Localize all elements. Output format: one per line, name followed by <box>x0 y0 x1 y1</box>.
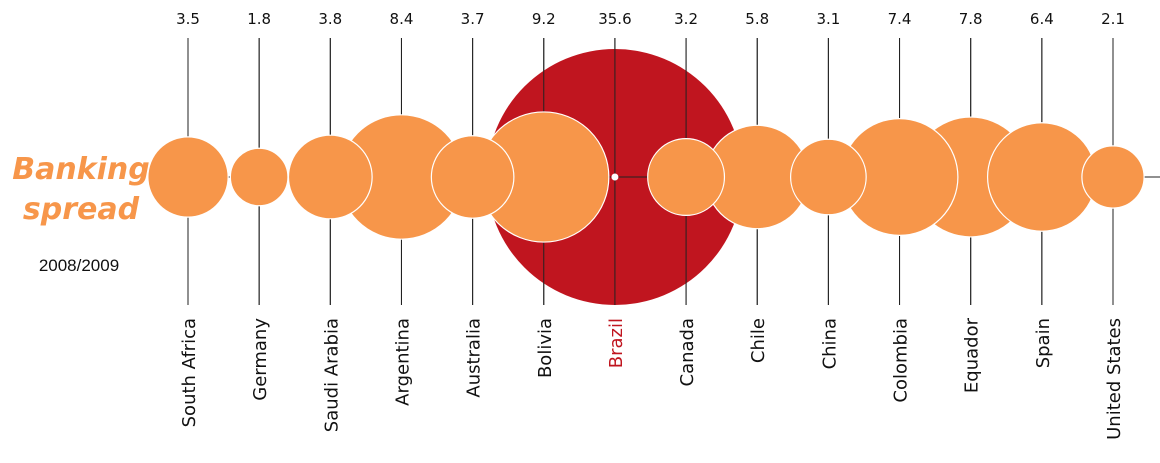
category-label-equador: Equador <box>962 317 983 393</box>
bubble-germany <box>229 147 289 207</box>
value-label-colombia: 7.4 <box>888 10 912 28</box>
value-label-china: 3.1 <box>816 10 840 28</box>
bubble-center-brazil <box>611 173 619 181</box>
category-label-united-states: United States <box>1104 318 1125 440</box>
category-label-colombia: Colombia <box>891 318 912 403</box>
category-label-canada: Canada <box>677 318 698 387</box>
chart-title-line2: spread <box>22 192 140 227</box>
value-label-south-africa: 3.5 <box>176 10 200 28</box>
category-label-china: China <box>819 318 840 369</box>
value-label-canada: 3.2 <box>674 10 698 28</box>
bubble-china <box>790 138 867 216</box>
chart-subtitle: 2008/2009 <box>38 256 120 275</box>
bubble-canada <box>647 138 726 216</box>
bubble-united-states <box>1081 145 1145 209</box>
chart-title-line1: Banking <box>12 152 150 187</box>
value-label-equador: 7.8 <box>959 10 983 28</box>
category-label-argentina: Argentina <box>392 318 413 406</box>
category-label-germany: Germany <box>250 318 271 401</box>
bubble-saudi-arabia <box>287 134 373 220</box>
labels: 3.5 South Africa 1.8 Germany 3.8 Saudi Arabia… <box>176 10 1125 440</box>
value-label-australia: 3.7 <box>461 10 485 28</box>
bubble-south-africa <box>147 136 229 218</box>
category-label-australia: Australia <box>464 318 485 398</box>
value-label-united-states: 2.1 <box>1101 10 1125 28</box>
value-label-chile: 5.8 <box>745 10 769 28</box>
category-label-chile: Chile <box>748 318 769 363</box>
value-label-saudi-arabia: 3.8 <box>318 10 342 28</box>
category-label-spain: Spain <box>1033 318 1054 368</box>
category-label-south-africa: South Africa <box>179 318 200 427</box>
value-label-brazil: 35.6 <box>598 10 631 28</box>
bubble-spain <box>986 122 1097 232</box>
bubble-australia <box>430 135 515 219</box>
bubbles <box>147 111 1145 243</box>
category-label-saudi-arabia: Saudi Arabia <box>321 318 342 432</box>
chart-title: Banking spread <box>6 150 156 230</box>
value-label-germany: 1.8 <box>247 10 271 28</box>
value-label-spain: 6.4 <box>1030 10 1054 28</box>
category-label-brazil: Brazil <box>606 318 627 368</box>
value-label-argentina: 8.4 <box>390 10 414 28</box>
value-label-bolivia: 9.2 <box>532 10 556 28</box>
category-label-bolivia: Bolivia <box>535 318 556 378</box>
